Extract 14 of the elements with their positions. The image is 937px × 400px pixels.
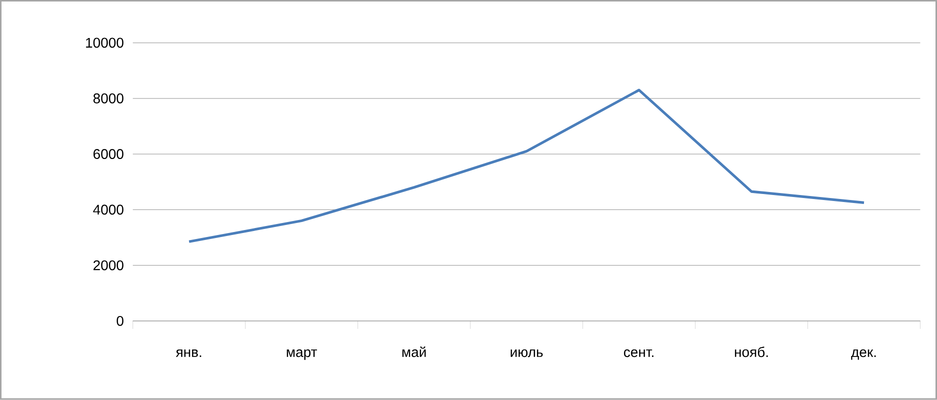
x-tick-label: сент.: [624, 350, 654, 358]
y-tick-label: 0: [116, 316, 124, 326]
line-series: [188, 88, 866, 244]
x-tick-label: янв.: [176, 350, 202, 358]
x-tick-label: март: [286, 350, 318, 360]
y-tick-label: 10000: [86, 38, 124, 48]
x-tick-label: нояб.: [734, 346, 768, 358]
x-tick-label: июль: [510, 350, 543, 358]
y-tick-label: 6000: [94, 149, 124, 160]
x-tick-label: май: [402, 346, 426, 358]
y-tick-label: 8000: [93, 94, 124, 104]
y-tick-label: 2000: [94, 260, 124, 270]
y-tick-label: 4000: [93, 204, 124, 215]
x-tick-label: дек.: [851, 350, 876, 360]
